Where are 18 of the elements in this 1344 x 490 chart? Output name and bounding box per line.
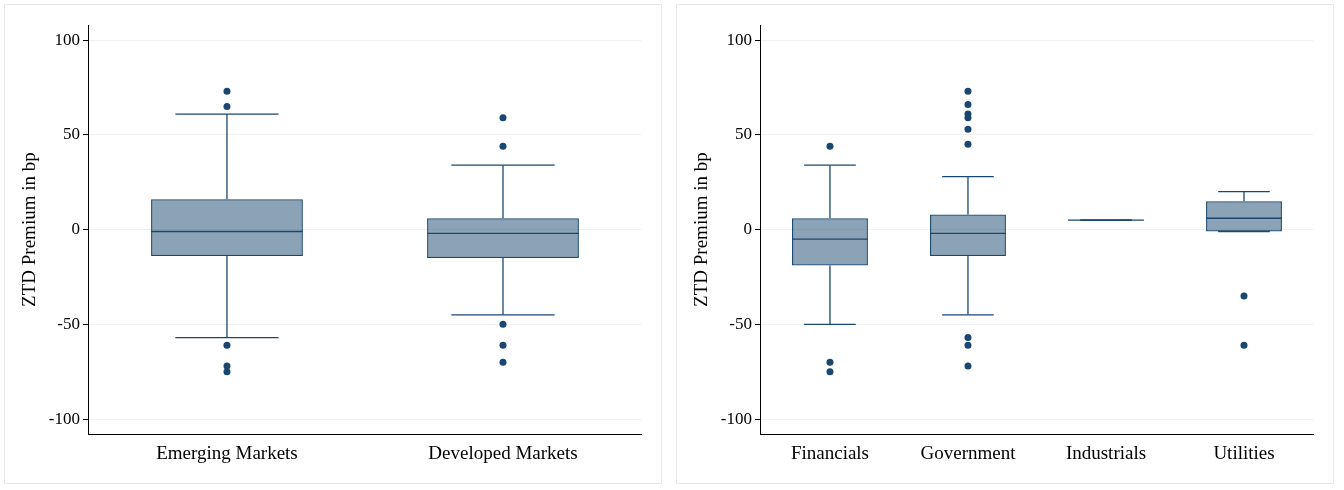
x-tick-label: Financials xyxy=(790,441,870,463)
y-tick-label: 50 xyxy=(734,124,752,144)
x-tick-label: Industrials xyxy=(1065,441,1147,463)
x-tick-label: Developed Markets xyxy=(428,441,578,463)
y-tick-label: -100 xyxy=(720,408,752,428)
y-axis-title: ZTD Premium in bp xyxy=(690,152,712,307)
y-tick-label: -100 xyxy=(48,408,80,428)
y-tick-label: 0 xyxy=(743,219,752,239)
x-tick-label: Utilities xyxy=(1213,441,1275,463)
y-tick-label: 100 xyxy=(54,29,80,49)
x-tick-label: Emerging Markets xyxy=(156,441,298,463)
y-tick-label: -50 xyxy=(57,313,80,333)
y-axis-title: ZTD Premium in bp xyxy=(18,152,40,307)
y-tick-label: 50 xyxy=(62,124,80,144)
y-tick-label: 100 xyxy=(726,29,752,49)
y-tick-label: -50 xyxy=(729,313,752,333)
x-tick-label: Government xyxy=(920,441,1017,463)
y-tick-label: 0 xyxy=(71,219,80,239)
